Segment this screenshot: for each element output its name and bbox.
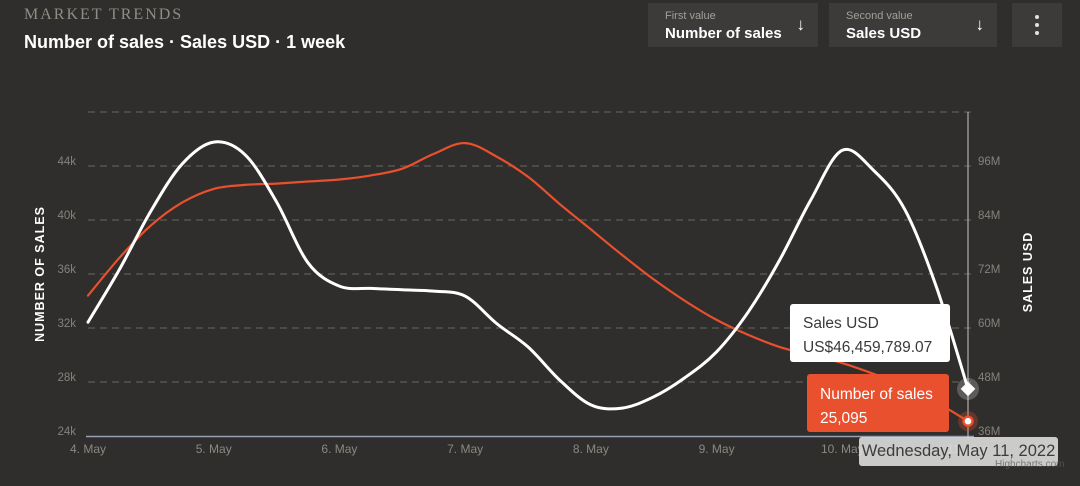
first-value-dropdown[interactable]: First value Number of sales ↓ xyxy=(648,3,818,47)
second-value-dropdown-label: Second value xyxy=(846,10,913,22)
tooltip-series-name: Sales USD xyxy=(803,315,879,332)
first-value-dropdown-value: Number of sales xyxy=(665,25,782,42)
arrow-down-icon: ↓ xyxy=(796,15,806,34)
first-value-dropdown-label: First value xyxy=(665,10,716,22)
series-line-sales-usd xyxy=(86,140,970,411)
kebab-dot-icon xyxy=(1035,15,1039,19)
left-axis-tick-label: 32k xyxy=(57,318,76,330)
right-axis-tick-label: 60M xyxy=(978,318,1000,330)
tooltip-series-value: US$46,459,789.07 xyxy=(803,339,933,356)
credits-link[interactable]: Highcharts.com xyxy=(995,459,1065,470)
second-value-dropdown[interactable]: Second value Sales USD ↓ xyxy=(829,3,997,47)
tooltip-series-value: 25,095 xyxy=(820,410,868,427)
right-axis-tick-label: 48M xyxy=(978,372,1000,384)
kebab-menu-button[interactable] xyxy=(1012,3,1062,47)
second-value-dropdown-value: Sales USD xyxy=(846,25,922,42)
right-axis-tick-label: 96M xyxy=(978,156,1000,168)
widget-eyebrow: MARKET TRENDS xyxy=(24,6,184,23)
hover-marker-circle xyxy=(962,415,974,427)
page-title: Number of sales · Sales USD · 1 week xyxy=(24,32,346,52)
kebab-dot-icon xyxy=(1035,23,1039,27)
left-axis-tick-label: 24k xyxy=(57,426,76,438)
right-axis-tick-label: 72M xyxy=(978,264,1000,276)
tooltip-series-name: Number of sales xyxy=(820,386,933,403)
tooltip-date: Wednesday, May 11, 2022 xyxy=(859,437,1058,466)
x-axis-label: 4. May xyxy=(70,442,106,456)
arrow-down-icon: ↓ xyxy=(975,15,985,34)
x-axis-label: 10. May xyxy=(821,442,864,456)
left-axis-tick-label: 28k xyxy=(57,372,76,384)
right-axis-title: SALES USD xyxy=(1021,232,1035,313)
x-axis-label: 7. May xyxy=(447,442,483,456)
x-axis-label: 9. May xyxy=(699,442,735,456)
left-axis-tick-label: 40k xyxy=(57,210,76,222)
right-axis-tick-label: 84M xyxy=(978,210,1000,222)
kebab-dot-icon xyxy=(1035,31,1039,35)
x-axis-label: 6. May xyxy=(321,442,357,456)
x-axis-label: 5. May xyxy=(196,442,232,456)
left-axis-tick-label: 44k xyxy=(57,156,76,168)
left-axis-tick-label: 36k xyxy=(57,264,76,276)
tooltip-sales-usd: Sales USD US$46,459,789.07 xyxy=(790,304,950,362)
x-axis-label: 8. May xyxy=(573,442,609,456)
left-axis-title: NUMBER OF SALES xyxy=(33,206,47,342)
right-axis-tick-label: 36M xyxy=(978,426,1000,438)
tooltip-number-of-sales: Number of sales 25,095 xyxy=(807,374,949,432)
